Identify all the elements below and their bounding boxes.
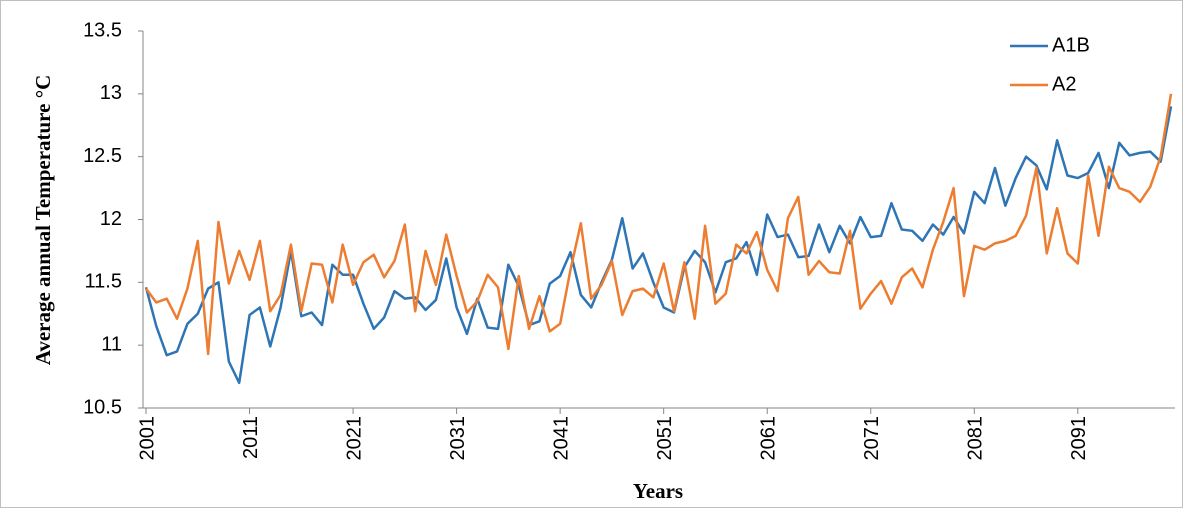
x-tick-label: 2071: [861, 416, 883, 461]
y-tick-label: 12.5: [83, 145, 122, 167]
legend-label: A2: [1052, 73, 1076, 95]
x-tick-label: 2021: [343, 416, 365, 461]
x-tick-label: 2081: [965, 416, 987, 461]
x-tick-label: 2031: [447, 416, 469, 461]
y-axis-title: Average annual Temperature °C: [31, 75, 55, 366]
y-tick-label: 10.5: [83, 396, 122, 418]
x-axis-title: Years: [633, 479, 683, 503]
x-tick-label: 2001: [136, 416, 158, 461]
line-series: [144, 93, 1173, 356]
x-tick-label: 2091: [1068, 416, 1090, 461]
x-tick-label: 2061: [757, 416, 779, 461]
y-tick-label: 13: [100, 82, 122, 104]
y-tick-label: 13.5: [83, 19, 122, 41]
x-tick-label: 2011: [240, 416, 262, 459]
y-tick-label: 12: [100, 208, 122, 230]
line-series: [144, 106, 1173, 385]
legend-label: A1B: [1052, 34, 1090, 56]
x-tick-label: 2041: [550, 416, 572, 461]
y-tick-label: 11: [101, 333, 122, 355]
x-tick-label: 2051: [654, 416, 676, 461]
y-tick-label: 11.5: [85, 271, 122, 293]
